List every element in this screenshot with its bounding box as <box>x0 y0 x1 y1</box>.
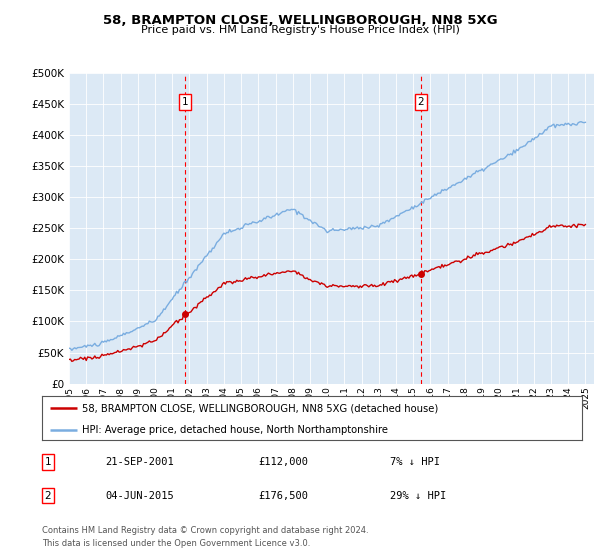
Text: 2: 2 <box>418 97 424 107</box>
Text: 58, BRAMPTON CLOSE, WELLINGBOROUGH, NN8 5XG (detached house): 58, BRAMPTON CLOSE, WELLINGBOROUGH, NN8 … <box>83 403 439 413</box>
Text: 58, BRAMPTON CLOSE, WELLINGBOROUGH, NN8 5XG: 58, BRAMPTON CLOSE, WELLINGBOROUGH, NN8 … <box>103 14 497 27</box>
Text: 1: 1 <box>181 97 188 107</box>
Text: £176,500: £176,500 <box>258 491 308 501</box>
Text: HPI: Average price, detached house, North Northamptonshire: HPI: Average price, detached house, Nort… <box>83 425 389 435</box>
Text: £112,000: £112,000 <box>258 457 308 467</box>
Text: 7% ↓ HPI: 7% ↓ HPI <box>390 457 440 467</box>
Text: Price paid vs. HM Land Registry's House Price Index (HPI): Price paid vs. HM Land Registry's House … <box>140 25 460 35</box>
Text: Contains HM Land Registry data © Crown copyright and database right 2024.
This d: Contains HM Land Registry data © Crown c… <box>42 526 368 548</box>
Text: 21-SEP-2001: 21-SEP-2001 <box>105 457 174 467</box>
Text: 1: 1 <box>44 457 52 467</box>
Text: 04-JUN-2015: 04-JUN-2015 <box>105 491 174 501</box>
Text: 29% ↓ HPI: 29% ↓ HPI <box>390 491 446 501</box>
Text: 2: 2 <box>44 491 52 501</box>
